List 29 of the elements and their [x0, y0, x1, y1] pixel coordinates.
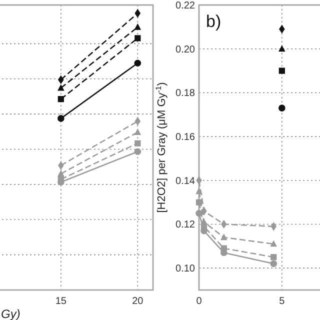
point	[220, 234, 228, 240]
point	[270, 240, 278, 247]
point	[134, 35, 141, 42]
y-tick-label: 0.10	[176, 264, 196, 275]
y-tick-label: 0.18	[176, 88, 196, 100]
point	[58, 115, 64, 122]
x-tick-label: 0	[196, 296, 202, 307]
point	[200, 218, 208, 225]
x-tick-label: 15	[55, 296, 67, 307]
point	[270, 222, 277, 231]
point	[134, 60, 142, 67]
point	[270, 254, 277, 260]
point	[134, 140, 141, 146]
point	[58, 176, 64, 182]
y-tick-label: 0.20	[176, 44, 196, 56]
y-tick-label: 0.16	[176, 132, 196, 144]
y-tick-label: 0.22	[176, 0, 196, 12]
point	[134, 148, 142, 156]
point	[278, 68, 285, 74]
point	[270, 260, 278, 268]
x-tick-label: 5	[279, 296, 286, 307]
chart-title: b)	[206, 12, 222, 31]
point	[278, 45, 286, 52]
y-tick-label: 0.14	[176, 176, 196, 187]
point	[278, 104, 286, 112]
y-tick-label: 0.12	[176, 220, 196, 231]
point	[220, 245, 227, 252]
point	[58, 96, 64, 102]
x-tick-label: 20	[132, 296, 144, 307]
